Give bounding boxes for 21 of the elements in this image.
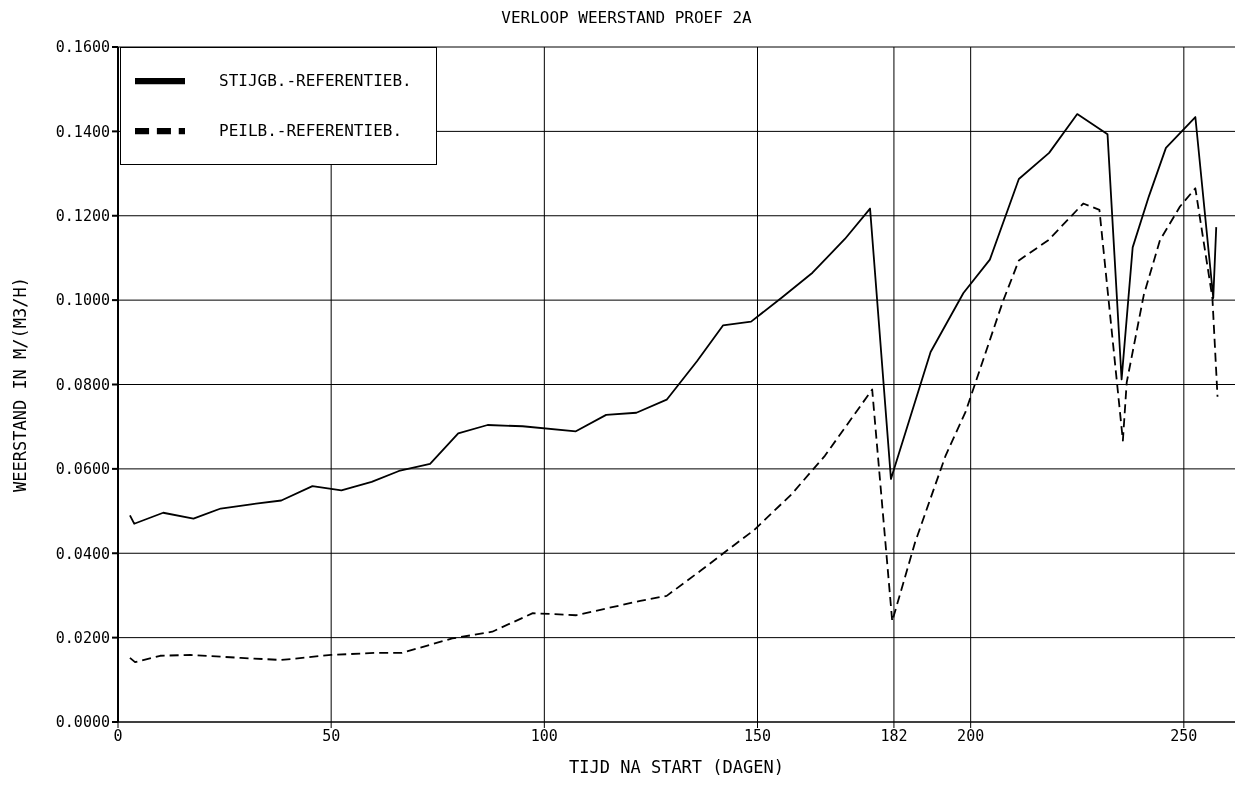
x-tick-label: 250 [1170,726,1198,745]
y-tick-label: 0.0400 [55,544,110,563]
y-tick-label: 0.0600 [55,460,110,479]
y-tick-label: 0.0200 [55,628,110,647]
x-tick-label: 182 [880,726,908,745]
x-tick-label: 150 [743,726,772,745]
y-tick-label: 0.1600 [55,38,110,57]
x-tick-label: 200 [957,726,985,745]
y-tick-label: 0.0000 [55,713,110,732]
y-axis-title: WEERSTAND IN M/(M3/H) [10,277,31,492]
x-tick-label: 0 [113,726,123,745]
y-tick-label: 0.0800 [55,375,110,394]
x-axis-title: TIJD NA START (DAGEN) [569,757,784,777]
y-tick-label: 0.1200 [55,207,110,226]
x-tick-label: 100 [530,726,558,745]
y-tick-label: 0.1400 [55,122,110,141]
chart-title: VERLOOP WEERSTAND PROEF 2A [500,8,753,27]
legend-label: STIJGB.-REFERENTIEB. [219,70,412,90]
legend-label: PEILB.-REFERENTIEB. [219,120,403,140]
y-tick-label: 0.1000 [55,291,110,310]
x-tick-label: 50 [322,726,341,745]
